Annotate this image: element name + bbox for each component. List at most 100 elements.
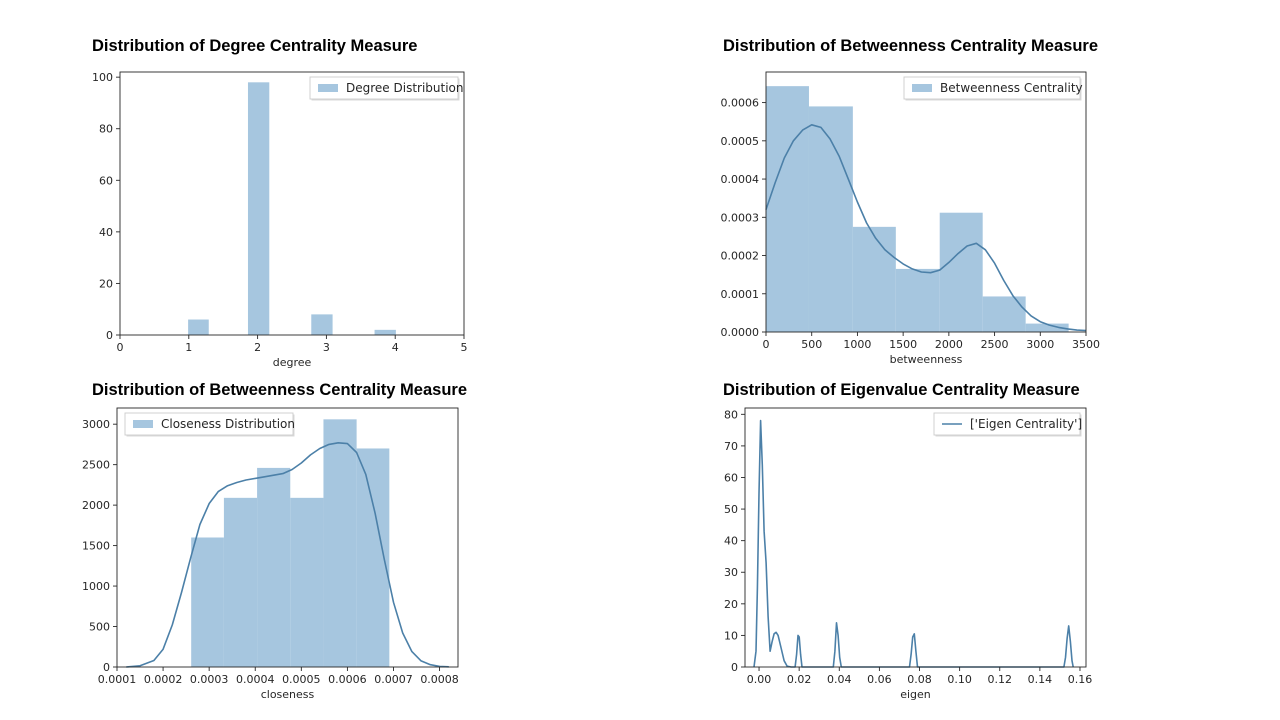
legend-box	[903, 76, 1081, 100]
x-tick-label: 0.0002	[144, 673, 183, 686]
y-tick-label: 1500	[82, 540, 110, 553]
axes-frame	[765, 71, 1087, 333]
chart-closeness: 0.0001 0.0002 0.0003 0.0004 0.0005 0.0006 0.00…	[82, 407, 459, 701]
y-tick-label: 40	[99, 226, 113, 239]
x-axis-label: closeness	[261, 688, 315, 701]
y-tick-label: 80	[99, 123, 113, 136]
y-tick-label: 60	[724, 471, 738, 484]
y-tick-label: 0.0006	[721, 97, 760, 110]
histogram-bar	[191, 537, 224, 667]
axes-frame	[744, 407, 1087, 668]
legend-label: ['Eigen Centrality']	[970, 417, 1082, 431]
x-tick-label: 500	[801, 338, 822, 351]
x-axis-label: betweenness	[890, 353, 963, 366]
x-tick-label: 0.0006	[328, 673, 367, 686]
y-tick-label: 0	[731, 661, 738, 674]
histogram-bar	[895, 268, 940, 332]
legend-label: Betweenness Centrality	[940, 81, 1083, 95]
histogram-bar	[188, 319, 209, 335]
histogram-bar	[1025, 323, 1069, 332]
legend-box	[309, 76, 459, 100]
y-tick-label: 40	[724, 535, 738, 548]
x-tick-label: 0	[763, 338, 770, 351]
x-axis-label: degree	[273, 356, 312, 369]
kde-line	[753, 419, 1074, 668]
y-tick-label: 60	[99, 174, 113, 187]
legend-box	[933, 412, 1081, 436]
legend-patch-swatch	[133, 420, 153, 428]
x-tick-label: 0.00	[747, 673, 772, 686]
axes-frame	[119, 71, 465, 336]
x-tick-label: 0.12	[987, 673, 1012, 686]
x-tick-label: 0.0003	[190, 673, 229, 686]
x-tick-label: 2500	[981, 338, 1009, 351]
x-tick-label: 0.08	[907, 673, 932, 686]
histogram-bar	[311, 314, 333, 335]
histogram-bar	[939, 212, 983, 332]
x-tick-label: 0	[117, 341, 124, 354]
histogram-bar	[247, 82, 270, 336]
x-tick-label: 0.02	[787, 673, 812, 686]
y-tick-label: 500	[89, 621, 110, 634]
y-tick-label: 80	[724, 408, 738, 421]
x-tick-label: 0.0001	[98, 673, 137, 686]
histogram-bar	[808, 106, 853, 332]
x-tick-label: 0.0005	[282, 673, 321, 686]
legend-patch-swatch	[318, 84, 338, 92]
x-tick-label: 0.04	[827, 673, 852, 686]
chart-title-closeness: Distribution of Betweenness Centrality M…	[92, 381, 467, 399]
chart-title-eigen: Distribution of Eigenvalue Centrality Me…	[723, 381, 1080, 399]
x-tick-label: 2	[254, 341, 261, 354]
histogram-bar	[374, 329, 396, 335]
y-tick-label: 0.0005	[721, 135, 760, 148]
legend-box	[124, 412, 294, 436]
chart-betweenness: 0 500 1000 1500 2000 2500 3000 3500 0.0000 0.0001…	[721, 71, 1100, 366]
legend-label: Closeness Distribution	[161, 417, 295, 431]
legend-patch-swatch	[912, 84, 932, 92]
x-tick-label: 0.10	[947, 673, 972, 686]
x-axis-label: eigen	[900, 688, 931, 701]
x-tick-label: 0.06	[867, 673, 892, 686]
histogram-bar	[290, 497, 324, 667]
histogram-bar	[766, 86, 809, 332]
y-tick-label: 0.0002	[721, 250, 760, 263]
histogram-bar	[852, 226, 896, 332]
y-tick-label: 0	[106, 329, 113, 342]
y-tick-label: 0.0003	[721, 211, 760, 224]
x-tick-label: 1	[185, 341, 192, 354]
x-tick-label: 3	[323, 341, 330, 354]
y-tick-label: 1000	[82, 580, 110, 593]
y-tick-label: 0.0004	[721, 173, 760, 186]
y-tick-label: 30	[724, 566, 738, 579]
chart-eigen: 0.00 0.02 0.04 0.06 0.08 0.10 0.12 0.14 0.16 0 10 2…	[724, 407, 1092, 701]
y-tick-label: 0	[103, 661, 110, 674]
x-tick-label: 5	[461, 341, 468, 354]
y-tick-label: 50	[724, 503, 738, 516]
x-tick-label: 2000	[935, 338, 963, 351]
x-tick-label: 0.0007	[374, 673, 413, 686]
legend-label: Degree Distribution	[346, 81, 464, 95]
y-tick-label: 10	[724, 629, 738, 642]
x-tick-label: 4	[392, 341, 399, 354]
x-tick-label: 3500	[1072, 338, 1100, 351]
y-tick-label: 0.0000	[721, 326, 760, 339]
histogram-bar	[323, 419, 357, 667]
x-tick-label: 1500	[889, 338, 917, 351]
x-tick-label: 0.0004	[236, 673, 275, 686]
axes-frame	[116, 407, 459, 668]
x-tick-label: 0.14	[1028, 673, 1053, 686]
histogram-bar	[257, 467, 291, 667]
y-tick-label: 20	[99, 277, 113, 290]
kde-line	[126, 442, 449, 668]
chart-title-degree: Distribution of Degree Centrality Measur…	[92, 37, 418, 55]
y-tick-label: 100	[92, 71, 113, 84]
y-tick-label: 2500	[82, 459, 110, 472]
y-tick-label: 0.0001	[721, 288, 760, 301]
y-tick-label: 70	[724, 440, 738, 453]
kde-line	[765, 124, 1087, 332]
y-tick-label: 20	[724, 598, 738, 611]
histogram-bar	[223, 497, 258, 667]
x-tick-label: 1000	[843, 338, 871, 351]
y-tick-label: 3000	[82, 418, 110, 431]
